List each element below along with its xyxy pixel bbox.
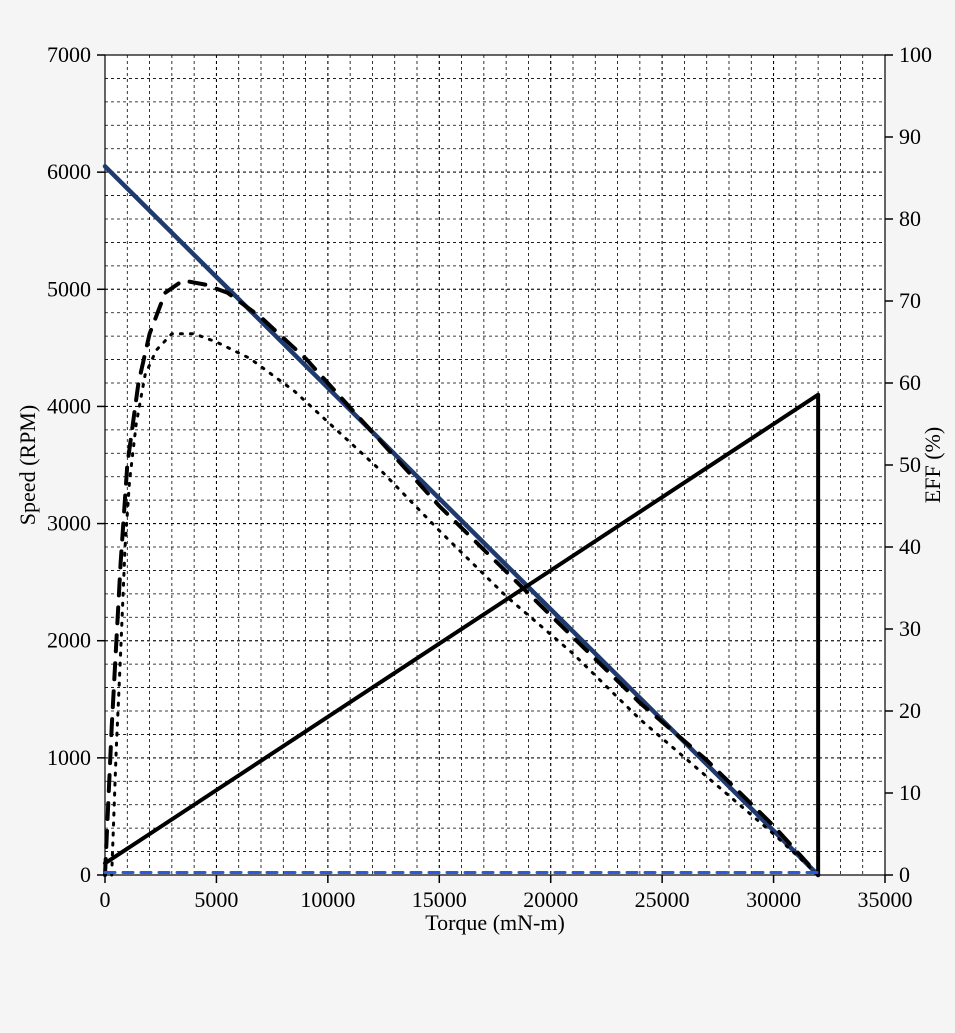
- y-left-tick-label: 6000: [47, 159, 91, 184]
- y-right-tick-label: 30: [899, 616, 921, 641]
- y-right-tick-label: 60: [899, 370, 921, 395]
- x-tick-label: 10000: [300, 887, 355, 912]
- y-left-axis-label: Speed (RPM): [15, 405, 40, 525]
- x-tick-label: 0: [100, 887, 111, 912]
- x-tick-label: 20000: [523, 887, 578, 912]
- y-right-tick-label: 100: [899, 42, 932, 67]
- y-left-tick-label: 1000: [47, 745, 91, 770]
- x-tick-label: 5000: [194, 887, 238, 912]
- chart-svg: 0500010000150002000025000300003500001000…: [0, 0, 955, 1033]
- motor-performance-chart: 0500010000150002000025000300003500001000…: [0, 0, 955, 1033]
- y-right-tick-label: 50: [899, 452, 921, 477]
- y-right-tick-label: 70: [899, 288, 921, 313]
- y-right-tick-label: 10: [899, 780, 921, 805]
- y-right-tick-label: 80: [899, 206, 921, 231]
- x-tick-label: 15000: [412, 887, 467, 912]
- y-left-tick-label: 4000: [47, 393, 91, 418]
- y-left-tick-label: 2000: [47, 628, 91, 653]
- y-right-tick-label: 0: [899, 862, 910, 887]
- x-tick-label: 25000: [635, 887, 690, 912]
- x-axis-label: Torque (mN-m): [425, 910, 565, 935]
- y-right-tick-label: 40: [899, 534, 921, 559]
- x-tick-label: 35000: [858, 887, 913, 912]
- y-left-tick-label: 3000: [47, 511, 91, 536]
- y-left-tick-label: 7000: [47, 42, 91, 67]
- y-right-tick-label: 90: [899, 124, 921, 149]
- y-right-tick-label: 20: [899, 698, 921, 723]
- y-left-tick-label: 5000: [47, 276, 91, 301]
- y-left-tick-label: 0: [80, 862, 91, 887]
- y-right-axis-label: EFF (%): [920, 427, 945, 503]
- x-tick-label: 30000: [746, 887, 801, 912]
